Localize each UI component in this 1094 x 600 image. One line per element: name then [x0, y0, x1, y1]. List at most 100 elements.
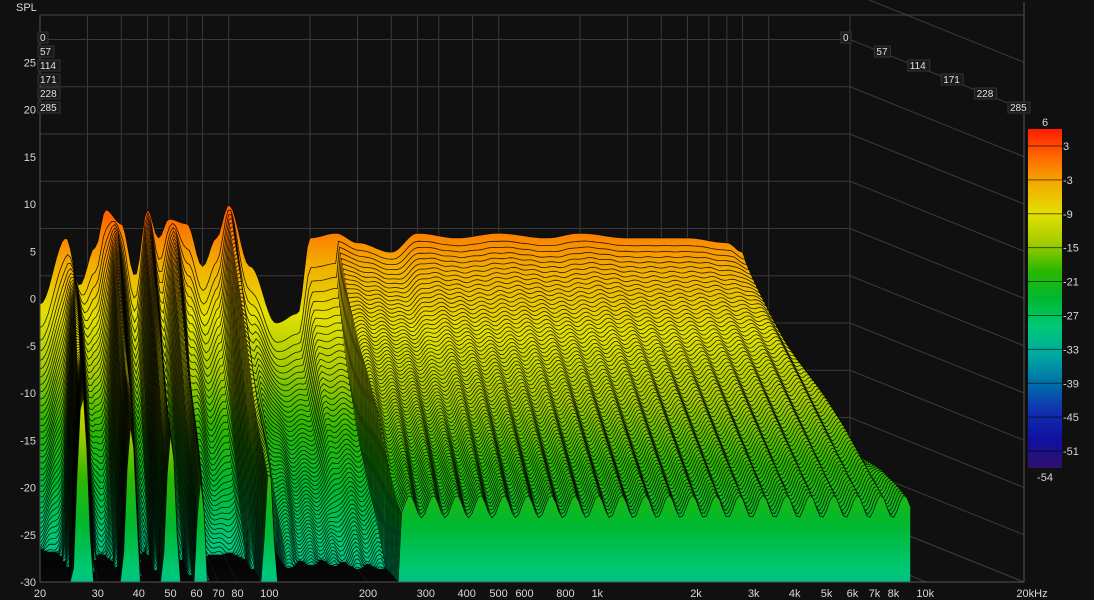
color-scale-tick-label: 3 — [1063, 141, 1069, 153]
waterfall-slice-line — [39, 250, 784, 420]
x-tick-label: 400 — [458, 588, 476, 600]
time-tick-label-right: 57 — [876, 47, 888, 58]
gridline-side — [849, 275, 1025, 347]
gridline-side — [849, 86, 1025, 158]
waterfall-slice-line — [39, 230, 771, 380]
color-scale-tick-label: -9 — [1063, 209, 1073, 221]
time-tick-label-right: 228 — [977, 89, 994, 100]
waterfall-slice-line — [39, 205, 757, 342]
waterfall-slice-line — [40, 376, 889, 573]
gridline-side — [849, 180, 1025, 252]
waterfall-slice-line — [39, 240, 777, 400]
gridline-side — [849, 369, 1025, 441]
x-tick-label: 60 — [190, 588, 202, 600]
x-tick-label: 80 — [231, 588, 243, 600]
x-tick-label: 40 — [133, 588, 145, 600]
waterfall-slice-line — [39, 218, 764, 360]
color-scale-gradient — [1028, 129, 1062, 468]
x-tick-label: 5k — [821, 588, 833, 600]
time-tick-label-left: 114 — [40, 61, 56, 72]
x-tick-label: 20kHz — [1016, 588, 1047, 600]
waterfall-slice-line — [39, 237, 775, 393]
time-tick-label-left: 0 — [40, 33, 46, 44]
time-tick-label-left: 171 — [40, 75, 57, 86]
gridline-side — [849, 228, 1025, 299]
x-tick-label: 30 — [92, 588, 104, 600]
waterfall-slice-line — [40, 386, 902, 579]
x-tick-label: 3k — [748, 588, 760, 600]
time-tick-box — [873, 45, 891, 58]
waterfall-slice-line — [39, 247, 782, 413]
color-scale-bar: 6 -54 3 -3 -9 -15 -21 -27 -33 -39 -45 -51 — [1028, 117, 1079, 484]
y-tick-label: -5 — [26, 341, 36, 353]
waterfall-slice-line — [40, 394, 909, 582]
x-tick-label: 200 — [359, 588, 377, 600]
y-tick-label: -20 — [20, 483, 36, 495]
color-scale-tick-label: -15 — [1063, 243, 1079, 255]
x-tick-label: 6k — [847, 588, 859, 600]
time-tick-label-right: 285 — [1010, 103, 1027, 114]
x-tick-label: 20 — [34, 588, 46, 600]
time-tick-box — [840, 31, 852, 44]
waterfall-slice-line — [39, 222, 766, 367]
time-tick-box — [907, 59, 931, 72]
time-tick-label-right: 0 — [843, 33, 849, 44]
gridline-side — [867, 0, 1025, 63]
waterfall-slice-line — [40, 375, 886, 572]
y-axis-title: SPL — [16, 2, 37, 14]
waterfall-slices — [39, 205, 911, 583]
waterfall-slice-line — [40, 382, 898, 577]
x-tick-label: 8k — [888, 588, 900, 600]
time-tick-box — [37, 73, 61, 86]
color-scale-tick-label: -33 — [1063, 344, 1079, 356]
gridline-side — [849, 417, 1025, 488]
waterfall-slice-line — [40, 384, 900, 578]
y-tick-label: 15 — [24, 152, 36, 164]
waterfall-slice-line — [39, 257, 788, 433]
y-tick-label: 20 — [24, 105, 36, 117]
waterfall-slice-line — [40, 381, 895, 576]
time-tick-box — [37, 101, 61, 114]
color-scale-min-label: -54 — [1037, 472, 1053, 484]
color-scale-tick-label: -39 — [1063, 378, 1079, 390]
y-tick-label: 0 — [30, 294, 36, 306]
time-tick-label-left: 57 — [40, 47, 52, 58]
time-tick-box — [37, 31, 49, 44]
color-scale-tick-label: -27 — [1063, 310, 1079, 322]
time-tick-label-left: 228 — [40, 89, 57, 100]
y-tick-label: 5 — [30, 246, 36, 258]
x-tick-label: 4k — [789, 588, 801, 600]
time-tick-box — [1007, 101, 1031, 114]
x-tick-label: 600 — [515, 588, 533, 600]
waterfall-slice-line — [40, 374, 884, 571]
waterfall-slice-line — [39, 213, 762, 353]
y-tick-label: 25 — [24, 57, 36, 69]
time-tick-label-right: 114 — [910, 61, 926, 72]
waterfall-slice-line — [40, 391, 907, 581]
x-tick-label: 50 — [164, 588, 176, 600]
gridline-side — [849, 133, 1025, 205]
x-tick-label: 2k — [690, 588, 702, 600]
color-scale-tick-label: -3 — [1063, 175, 1073, 187]
waterfall-slice-line — [39, 233, 773, 386]
y-tick-label: -25 — [20, 530, 36, 542]
time-tick-box — [974, 87, 998, 100]
x-tick-label: 500 — [489, 588, 507, 600]
x-tick-label: 10k — [916, 588, 934, 600]
time-tick-box — [37, 45, 55, 58]
y-tick-label: -30 — [20, 577, 36, 589]
x-tick-label: 100 — [260, 588, 278, 600]
y-tick-label: -15 — [20, 435, 36, 447]
waterfall-slice-line — [40, 379, 893, 575]
waterfall-slice — [40, 397, 911, 582]
time-tick-box — [37, 87, 61, 100]
x-tick-label: 800 — [556, 588, 574, 600]
color-scale-tick-label: -21 — [1063, 277, 1079, 289]
time-tick-box — [37, 59, 61, 72]
y-tick-label: 10 — [24, 199, 36, 211]
waterfall-slice-line — [39, 253, 786, 427]
time-axis-ticks: 0 0 57 57 114 114 171 171 228 228 285 285 — [37, 31, 1031, 114]
waterfall-slice-line — [39, 226, 768, 374]
waterfall-slice-line — [39, 209, 759, 347]
